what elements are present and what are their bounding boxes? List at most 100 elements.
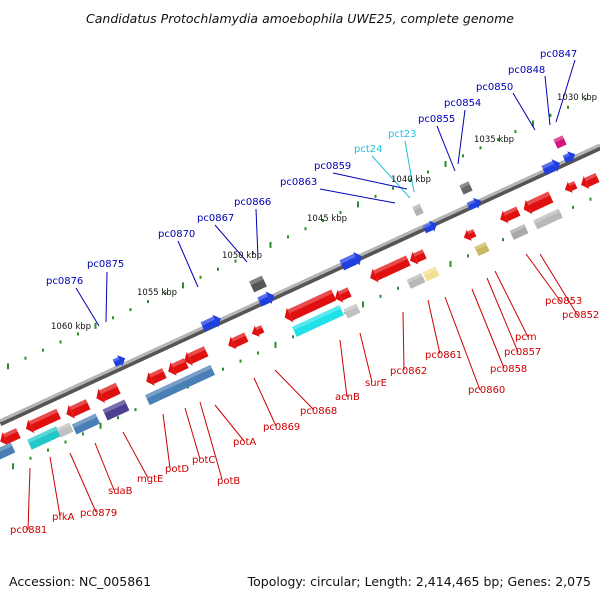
- tick-mark: [257, 351, 259, 355]
- gene-label-pc0847[interactable]: pc0847: [540, 49, 577, 60]
- gene-pc0869: [335, 287, 352, 303]
- leader-line: [27, 467, 31, 531]
- gene-pc0868b: [184, 346, 209, 366]
- gene-pc0866: [339, 251, 362, 271]
- tick-mark: [47, 448, 49, 452]
- gene-pc0852: [523, 191, 554, 215]
- topology-summary: Topology: circular; Length: 2,414,465 bp…: [247, 574, 591, 589]
- leader-line: [105, 271, 108, 323]
- gene-pc0857: [509, 224, 529, 240]
- gene-label-pct23[interactable]: pct23: [388, 129, 417, 140]
- gene-label-pc0868[interactable]: pc0868: [300, 406, 337, 417]
- leader-line: [525, 253, 562, 303]
- gene-label-potD[interactable]: potD: [165, 464, 189, 475]
- gene-pc0859: [412, 203, 424, 217]
- gene-potB: [292, 305, 344, 337]
- tick-mark: [572, 205, 574, 209]
- gene-label-pct24[interactable]: pct24: [354, 144, 383, 155]
- gene-label-pc0859[interactable]: pc0859: [314, 161, 351, 172]
- gene-label-pc0850[interactable]: pc0850: [476, 82, 513, 93]
- gene-label-potA[interactable]: potA: [233, 437, 256, 448]
- gene-label-acnB[interactable]: acnB: [335, 392, 360, 403]
- leader-line: [49, 456, 61, 517]
- gene-label-pc0857[interactable]: pc0857: [504, 347, 541, 358]
- leader-line: [94, 442, 115, 491]
- gene-label-potB[interactable]: potB: [217, 476, 240, 487]
- gene-pc0879: [145, 364, 215, 406]
- tick-mark: [24, 356, 27, 360]
- gene-label-surE[interactable]: surE: [365, 378, 387, 389]
- gene-pc0847: [553, 135, 567, 149]
- gene-sdaB: [146, 368, 167, 386]
- tick-mark: [379, 294, 382, 298]
- leader-line: [539, 253, 579, 317]
- gene-label-pc0860[interactable]: pc0860: [468, 385, 505, 396]
- tick-mark: [269, 241, 272, 248]
- tick-mark: [147, 300, 149, 304]
- tick-mark: [59, 340, 62, 344]
- gene-label-pc0863[interactable]: pc0863: [280, 177, 317, 188]
- gene-label-pcm[interactable]: pcm: [515, 332, 537, 343]
- gene-label-mgtE[interactable]: mgtE: [137, 474, 163, 485]
- tick-mark: [444, 160, 447, 167]
- tick-mark: [112, 316, 114, 320]
- tick-mark: [374, 194, 377, 198]
- gene-sdaB-block: [71, 413, 101, 435]
- gene-pc0876: [112, 355, 126, 367]
- gene-label-pc0862[interactable]: pc0862: [390, 366, 427, 377]
- tick-mark: [94, 322, 97, 329]
- tick-mark: [589, 197, 592, 201]
- gene-label-pc0861[interactable]: pc0861: [425, 350, 462, 361]
- gene-pc0881: [66, 399, 91, 419]
- leader-line: [162, 413, 171, 469]
- gene-label-pc0858[interactable]: pc0858: [490, 364, 527, 375]
- gene-mgtE: [168, 358, 189, 376]
- gene-label-pc0848[interactable]: pc0848: [508, 65, 545, 76]
- gene-label-pc0867[interactable]: pc0867: [197, 213, 234, 224]
- tick-mark: [134, 408, 137, 412]
- tick-mark: [82, 432, 84, 436]
- tick-mark: [514, 130, 517, 134]
- tick-mark: [199, 275, 202, 279]
- gene-label-pc0866[interactable]: pc0866: [234, 197, 271, 208]
- gene-pfkA-block: [25, 408, 61, 434]
- tick-mark: [462, 154, 464, 158]
- leader-line: [214, 404, 245, 442]
- gene-potD: [251, 325, 265, 337]
- tick-label-1035: 1035 kbp: [474, 135, 514, 145]
- reverse-gene-labels: pc0852 pc0853 pcm pc0857 pc0858 pc0860 p…: [10, 296, 599, 536]
- tick-label-1030: 1030 kbp: [557, 93, 597, 103]
- gene-label-pc0853[interactable]: pc0853: [545, 296, 582, 307]
- gene-pc0861: [422, 266, 440, 282]
- leader-line: [177, 240, 199, 288]
- leader-line: [457, 109, 466, 165]
- gene-potC: [228, 332, 249, 350]
- gene-label-pc0869[interactable]: pc0869: [263, 422, 300, 433]
- tick-mark: [252, 251, 254, 255]
- backbone-shadow: [0, 144, 600, 426]
- forward-gene-labels: pc0847 pc0848 pc0850 pc0854 pc0855 pc085…: [46, 49, 577, 287]
- gene-label-pfkA[interactable]: pfkA: [52, 512, 75, 523]
- gene-label-pc0870[interactable]: pc0870: [158, 229, 195, 240]
- gene-label-pc0879[interactable]: pc0879: [80, 508, 117, 519]
- leader-line: [319, 188, 396, 204]
- gene-label-pc0854[interactable]: pc0854: [444, 98, 481, 109]
- label-leader-lines: [27, 59, 579, 531]
- tick-mark: [397, 286, 399, 290]
- gene-label-pc0876[interactable]: pc0876: [46, 276, 83, 287]
- leader-line: [214, 224, 248, 263]
- gene-label-potC[interactable]: potC: [192, 455, 215, 466]
- tick-mark: [64, 440, 67, 444]
- gene-pc0862: [406, 273, 426, 289]
- gene-label-pc0855[interactable]: pc0855: [418, 114, 455, 125]
- gene-label-pc0875[interactable]: pc0875: [87, 259, 124, 270]
- gene-label-pc0881[interactable]: pc0881: [10, 525, 47, 536]
- leader-line: [371, 155, 411, 199]
- gene-label-pc0852[interactable]: pc0852: [562, 310, 599, 321]
- gene-label-sdaB[interactable]: sdaB: [108, 486, 133, 497]
- gene-mgtE-block: [102, 399, 130, 421]
- leader-line: [471, 288, 505, 369]
- leader-line: [69, 452, 97, 513]
- gene-pcm: [533, 208, 563, 230]
